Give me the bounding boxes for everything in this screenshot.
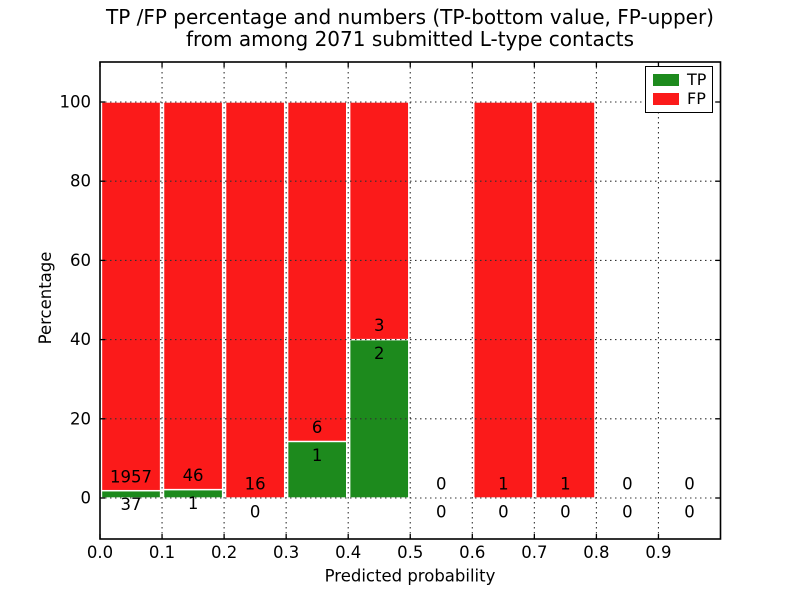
x-tick-label: 0.4 — [335, 543, 361, 562]
fp-count-label: 1957 — [110, 467, 152, 486]
y-axis-label: Percentage — [36, 251, 55, 345]
fp-count-label: 1 — [560, 475, 571, 494]
tp-bar-bin3 — [286, 440, 348, 499]
x-tick-label: 0.8 — [583, 543, 609, 562]
chart-title-line1: TP /FP percentage and numbers (TP-bottom… — [106, 5, 714, 29]
fp-bar-bin0 — [100, 101, 162, 492]
y-tick-label: 60 — [70, 251, 91, 270]
fp-bar-bin4 — [349, 101, 410, 341]
x-tick-label: 0.0 — [87, 543, 113, 562]
y-tick-label: 0 — [81, 489, 92, 508]
chart-title: TP /FP percentage and numbers (TP-bottom… — [106, 6, 714, 50]
x-tick-label: 0.5 — [397, 543, 423, 562]
tp-count-label: 0 — [684, 502, 695, 521]
fp-count-label: 0 — [436, 475, 447, 494]
x-tick-label: 0.9 — [645, 543, 671, 562]
fp-count-label: 16 — [245, 475, 266, 494]
fp-bar-bin3 — [286, 101, 348, 443]
tp-count-label: 0 — [560, 502, 571, 521]
fp-count-label: 1 — [498, 475, 509, 494]
fp-color-swatch — [653, 92, 679, 105]
tp-count-label: 0 — [436, 502, 447, 521]
tp-count-label: 1 — [312, 446, 323, 465]
chart-title-line2: from among 2071 submitted L-type contact… — [185, 27, 635, 51]
legend-entry-fp: FP — [653, 88, 712, 108]
y-tick-label: 40 — [70, 330, 91, 349]
fp-bar-bin7 — [535, 101, 596, 499]
legend-label-tp: TP — [687, 70, 707, 90]
fp-count-label: 46 — [183, 466, 204, 485]
tp-count-label: 2 — [374, 344, 385, 363]
fp-count-label: 0 — [622, 475, 633, 494]
y-tick-label: 80 — [70, 172, 91, 191]
x-tick-label: 0.1 — [149, 543, 175, 562]
fp-bar-bin2 — [224, 101, 286, 499]
fp-count-label: 0 — [684, 475, 695, 494]
tp-count-label: 0 — [498, 502, 509, 521]
fp-bar-bin1 — [162, 101, 224, 491]
y-tick-label: 20 — [70, 409, 91, 428]
legend-label-fp: FP — [687, 88, 706, 108]
fp-count-label: 6 — [312, 418, 323, 437]
y-tick-label: 100 — [60, 93, 92, 112]
tp-count-label: 0 — [622, 502, 633, 521]
legend: TP FP — [645, 66, 713, 113]
x-axis-label: Predicted probability — [324, 566, 496, 586]
tp-count-label: 1 — [188, 494, 199, 513]
tp-count-label: 37 — [121, 495, 142, 514]
tp-bar-bin4 — [349, 338, 410, 499]
tp-color-swatch — [653, 74, 679, 87]
x-tick-label: 0.6 — [459, 543, 485, 562]
fp-bar-bin6 — [473, 101, 534, 499]
fp-count-label: 3 — [374, 316, 385, 335]
legend-entry-tp: TP — [653, 72, 712, 88]
tp-count-label: 0 — [250, 502, 261, 521]
x-tick-label: 0.3 — [273, 543, 299, 562]
x-tick-label: 0.2 — [211, 543, 237, 562]
x-tick-label: 0.7 — [521, 543, 547, 562]
